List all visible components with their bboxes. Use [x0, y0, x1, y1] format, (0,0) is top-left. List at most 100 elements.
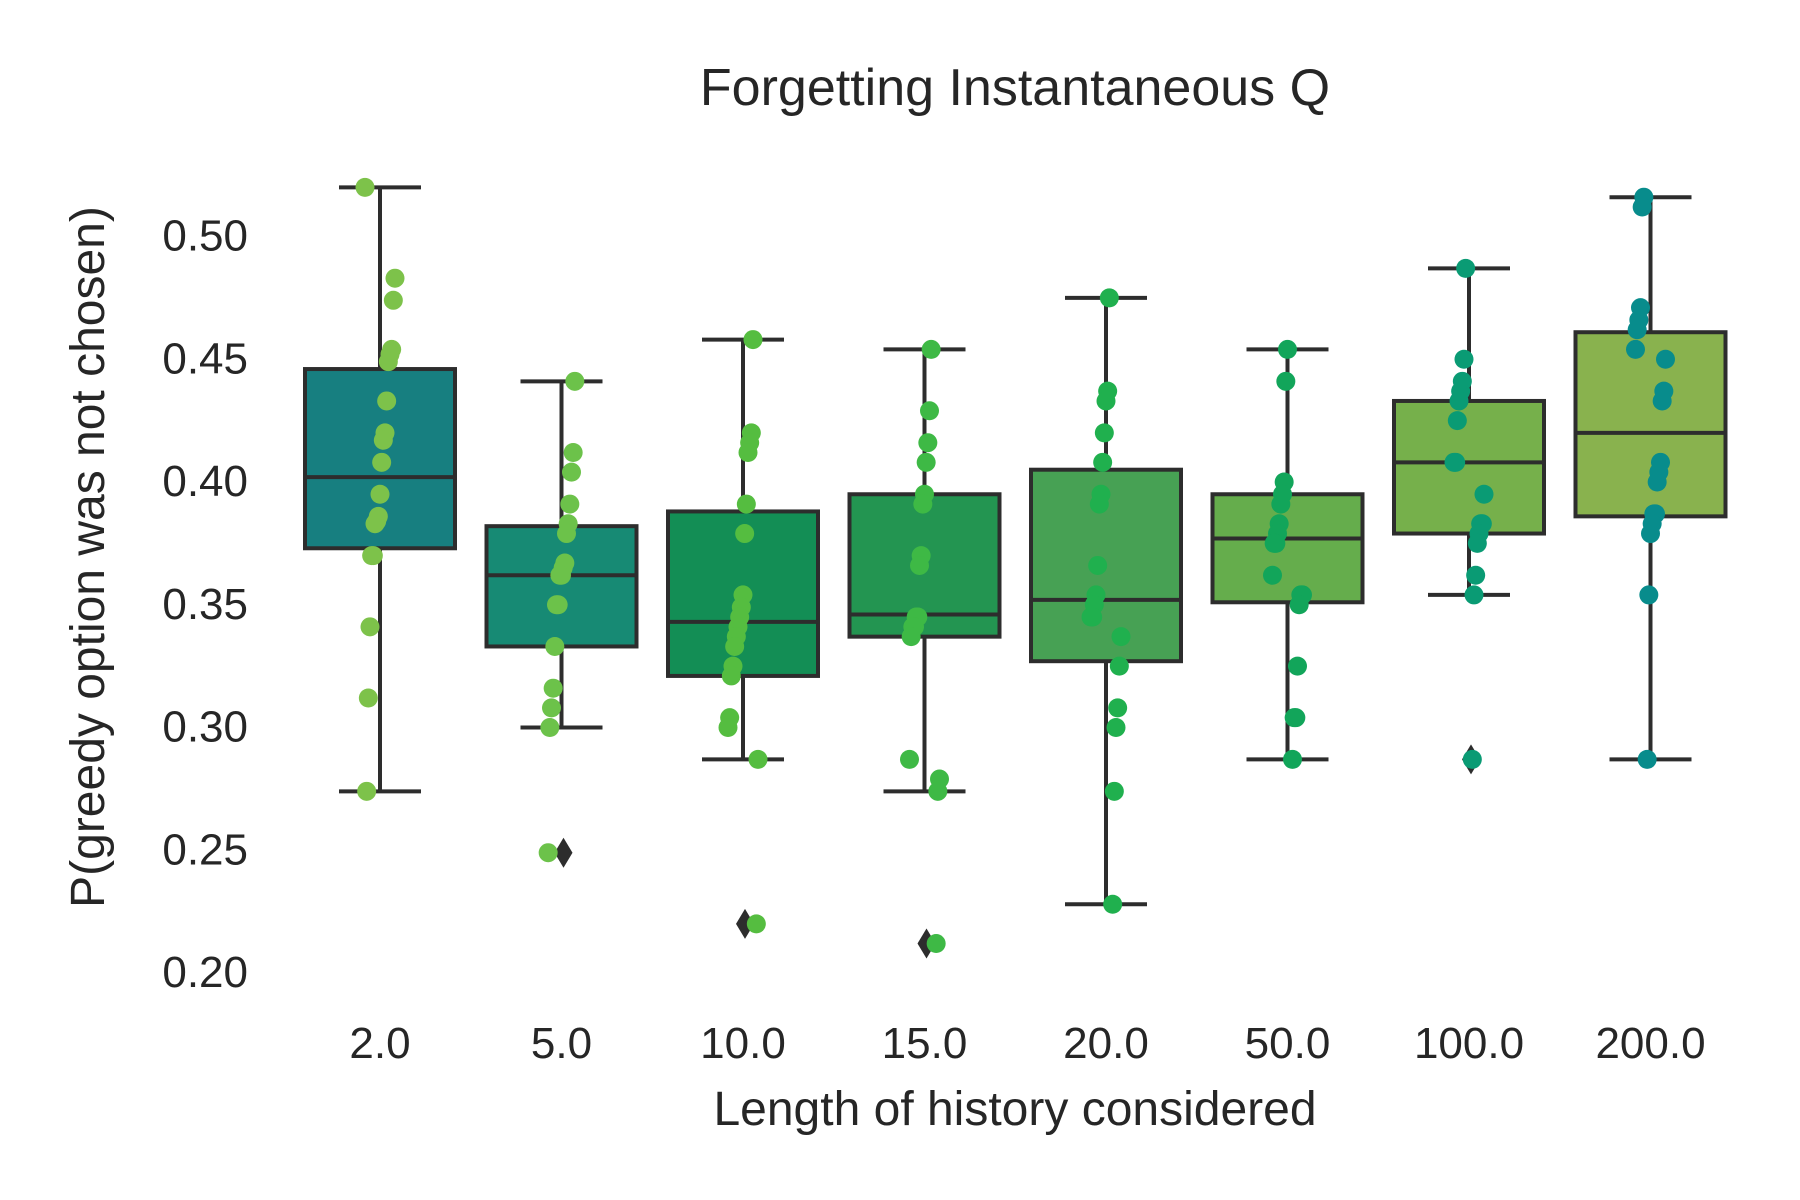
data-point	[1104, 781, 1124, 801]
x-tick-label: 2.0	[349, 1019, 410, 1068]
data-point	[913, 494, 933, 514]
x-tick-label: 10.0	[700, 1019, 786, 1068]
data-point	[1466, 565, 1486, 585]
data-point	[538, 843, 558, 863]
data-point	[718, 717, 738, 737]
data-point	[377, 391, 397, 411]
data-point	[1089, 494, 1109, 514]
data-point	[1637, 749, 1657, 769]
data-point	[1264, 533, 1284, 553]
data-point	[738, 443, 758, 463]
data-point	[355, 177, 375, 197]
strip-points	[355, 177, 1675, 954]
data-point	[565, 371, 585, 391]
y-tick-label: 0.20	[162, 948, 248, 997]
y-axis-label: P(greedy option was not chosen)	[62, 206, 115, 908]
x-tick-label: 5.0	[531, 1019, 592, 1068]
x-tick-label: 20.0	[1063, 1019, 1149, 1068]
data-point	[550, 565, 570, 585]
data-point	[1081, 607, 1101, 627]
data-point	[1108, 698, 1128, 718]
data-point	[748, 749, 768, 769]
data-point	[372, 452, 392, 472]
outlier-marker	[736, 908, 754, 939]
data-point	[1639, 585, 1659, 605]
data-point	[1109, 656, 1129, 676]
data-point	[357, 781, 377, 801]
y-tick-label: 0.25	[162, 825, 248, 874]
data-point	[1288, 656, 1307, 676]
chart-title: Forgetting Instantaneous Q	[700, 59, 1330, 117]
data-point	[1283, 749, 1302, 769]
x-tick-label: 200.0	[1595, 1019, 1705, 1068]
data-point	[1647, 472, 1667, 492]
data-point	[746, 914, 766, 934]
data-point	[1289, 595, 1309, 615]
y-tick-label: 0.40	[162, 457, 248, 506]
data-point	[1632, 197, 1652, 217]
data-point	[383, 290, 403, 310]
x-tick-labels: 2.0 5.0 10.0 15.0 20.0 50.0 100.0 200.0	[349, 1019, 1705, 1068]
data-point	[1626, 339, 1645, 359]
box-body	[1210, 492, 1365, 605]
y-tick-label: 0.50	[162, 212, 248, 261]
data-point	[1652, 391, 1672, 411]
data-point	[1444, 452, 1464, 472]
data-point	[1449, 391, 1469, 411]
data-point	[557, 524, 576, 544]
box-body	[1392, 398, 1546, 536]
data-point	[901, 627, 921, 647]
data-point	[1276, 371, 1296, 391]
y-tick-label: 0.35	[162, 580, 248, 629]
box-series	[303, 185, 1728, 959]
data-point	[1096, 391, 1116, 411]
data-point	[920, 401, 939, 421]
data-point	[1278, 339, 1297, 359]
data-point	[1263, 565, 1282, 585]
data-point	[926, 934, 946, 954]
data-point	[1447, 411, 1467, 431]
data-point	[547, 595, 566, 615]
data-point	[916, 452, 936, 472]
data-point	[1641, 524, 1660, 544]
box-body	[484, 524, 639, 649]
data-point	[736, 494, 756, 514]
data-point	[918, 433, 938, 453]
data-point	[385, 268, 405, 288]
data-point	[563, 443, 583, 463]
data-point	[560, 494, 580, 514]
x-tick-label: 15.0	[882, 1019, 968, 1068]
x-tick-label: 50.0	[1245, 1019, 1331, 1068]
data-point	[1088, 555, 1108, 575]
x-axis-label: Length of history considered	[713, 1083, 1316, 1136]
data-point	[562, 462, 581, 482]
data-point	[360, 617, 380, 637]
data-point	[1271, 494, 1291, 514]
data-point	[900, 749, 919, 769]
box-5.0	[484, 379, 639, 868]
data-point	[1467, 533, 1487, 553]
data-point	[721, 666, 741, 686]
data-point	[1464, 585, 1484, 605]
y-tick-label: 0.30	[162, 703, 248, 752]
data-point	[540, 717, 560, 737]
data-point	[358, 688, 378, 708]
data-point	[545, 636, 565, 656]
data-point	[910, 555, 929, 575]
data-point	[543, 678, 563, 698]
data-point	[1099, 288, 1119, 308]
data-point	[1094, 423, 1114, 443]
data-point	[735, 524, 755, 544]
data-point	[542, 698, 561, 718]
data-point	[928, 781, 948, 801]
box-50.0	[1210, 347, 1365, 762]
data-point	[1656, 349, 1675, 369]
data-point	[743, 330, 763, 350]
data-point	[725, 636, 745, 656]
outlier-marker	[554, 837, 573, 868]
data-point	[1474, 484, 1494, 504]
data-point	[1454, 349, 1474, 369]
box-100.0	[1392, 266, 1546, 775]
data-point	[1093, 452, 1113, 472]
